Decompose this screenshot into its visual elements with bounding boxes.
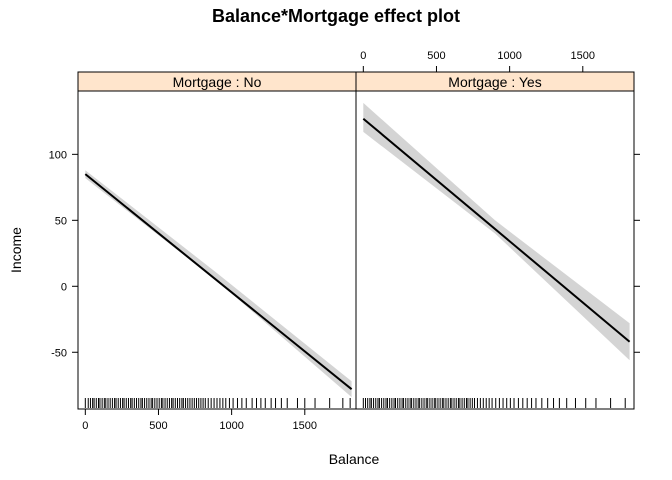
- x-tick-label: 1500: [293, 420, 317, 432]
- fitted-line: [362, 117, 631, 343]
- y-tick-label: 50: [55, 215, 67, 227]
- y-tick-label: -50: [51, 347, 67, 359]
- y-axis-label: Income: [8, 227, 24, 273]
- y-tick-label: 100: [49, 149, 67, 161]
- panel-2: Mortgage : Yes 0 500 1000 1500: [355, 50, 635, 410]
- strip-label: Mortgage : No: [173, 74, 262, 90]
- x-tick-label: 1000: [497, 50, 521, 62]
- y-tick-label: 0: [61, 281, 67, 293]
- chart-title: Balance*Mortgage effect plot: [212, 6, 460, 26]
- x-tick-label: 1500: [571, 50, 595, 62]
- x-tick-label: 0: [360, 50, 366, 62]
- confidence-band: [363, 102, 630, 361]
- x-tick-label: 0: [82, 420, 88, 432]
- x-tick-label: 1000: [219, 420, 243, 432]
- rug-group: [84, 398, 351, 408]
- panel-1: Mortgage : No 0 500 1000 1500: [77, 71, 357, 432]
- confidence-band: [85, 170, 352, 398]
- strip-background: [355, 71, 635, 92]
- x-tick-label: 500: [149, 420, 167, 432]
- x-tick-label: 500: [427, 50, 445, 62]
- strip-label: Mortgage : Yes: [448, 74, 541, 90]
- fitted-line: [84, 173, 353, 390]
- x-axis-label: Balance: [329, 451, 380, 467]
- rug-group: [362, 398, 626, 408]
